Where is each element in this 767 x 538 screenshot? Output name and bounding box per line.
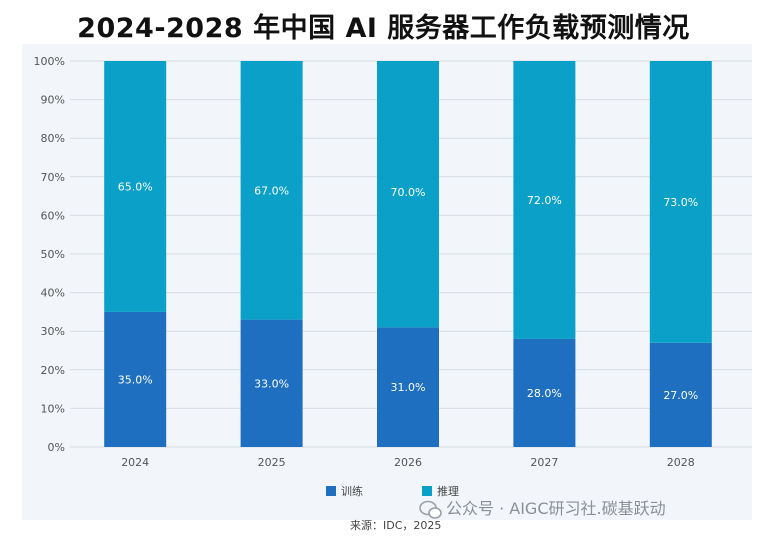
data-label: 72.0% <box>527 194 562 207</box>
y-tick-label: 100% <box>34 55 65 68</box>
bar-segment-inference <box>104 61 167 312</box>
bars: 35.0% 65.0% 33.0% 67.0% 31.0% 70.0% 28.0% 72.0%… <box>104 61 712 447</box>
y-tick-label: 60% <box>41 209 65 222</box>
legend: 训练 推理 <box>326 484 459 498</box>
bar-segment-training <box>649 342 712 447</box>
y-tick-label: 10% <box>41 402 65 415</box>
data-label: 31.0% <box>391 381 426 394</box>
data-label: 28.0% <box>527 387 562 400</box>
y-tick-label: 90% <box>41 94 65 107</box>
y-tick-label: 80% <box>41 132 65 145</box>
y-tick-label: 20% <box>41 364 65 377</box>
data-label: 70.0% <box>391 186 426 199</box>
watermark: 公众号 · AIGC研习社.碳基跃动 <box>419 499 666 519</box>
bar-segment-training <box>377 327 439 447</box>
wechat-icon <box>419 500 442 519</box>
bar-segment-training <box>513 338 576 447</box>
data-label: 65.0% <box>118 180 153 193</box>
legend-label: 推理 <box>437 484 459 498</box>
x-axis: 2024 2025 2026 2027 2028 <box>121 456 695 469</box>
bar-segment-training <box>104 311 167 447</box>
y-tick-label: 40% <box>41 287 65 300</box>
y-tick-label: 70% <box>41 171 65 184</box>
chart-title: 2024-2028 年中国 AI 服务器工作负载预测情况 <box>77 13 690 44</box>
bar-segment-inference <box>513 61 576 339</box>
legend-swatch <box>326 486 336 496</box>
x-tick-label: 2028 <box>667 456 695 469</box>
x-tick-label: 2025 <box>258 456 286 469</box>
y-tick-label: 30% <box>41 325 65 338</box>
watermark-text: 公众号 · AIGC研习社.碳基跃动 <box>446 499 666 518</box>
x-tick-label: 2027 <box>530 456 558 469</box>
data-label: 33.0% <box>254 377 289 390</box>
bar-segment-inference <box>649 61 712 343</box>
x-tick-label: 2026 <box>394 456 422 469</box>
bar-segment-training <box>240 319 303 447</box>
data-label: 67.0% <box>254 184 289 197</box>
y-tick-label: 0% <box>48 441 65 454</box>
source-note: 来源：IDC，2025 <box>350 518 441 532</box>
bar-segment-inference <box>240 61 303 320</box>
x-tick-label: 2024 <box>121 456 149 469</box>
bar-segment-inference <box>377 61 439 328</box>
data-label: 73.0% <box>663 196 698 209</box>
data-label: 35.0% <box>118 373 153 386</box>
data-label: 27.0% <box>663 389 698 402</box>
legend-swatch <box>422 486 432 496</box>
legend-label: 训练 <box>341 484 363 498</box>
y-axis: 0% 10% 20% 30% 40% 50% 60% 70% 80% 90% 100% <box>34 55 65 454</box>
y-tick-label: 50% <box>41 248 65 261</box>
